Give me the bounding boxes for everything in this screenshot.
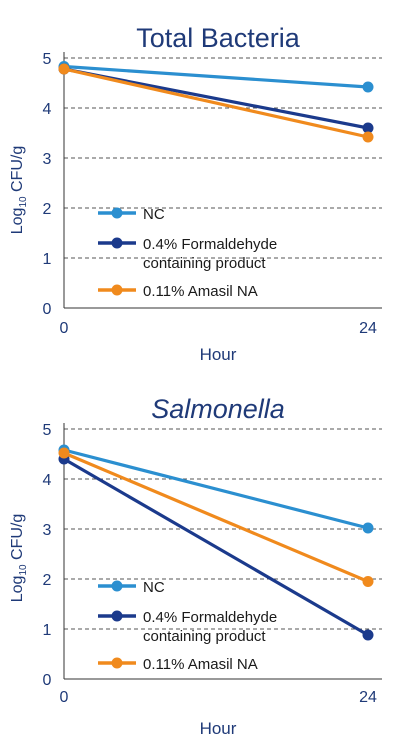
data-point-nc bbox=[362, 81, 374, 93]
legend-marker-nc bbox=[111, 580, 123, 592]
x-tick-label: 24 bbox=[359, 320, 377, 337]
series-line-amasil bbox=[62, 451, 370, 584]
chart-panel-2: Salmonella 0 1 2 3 4 5 0 24 Hour Log10 CFU/g NC 0.4%… bbox=[9, 394, 382, 738]
y-tick-label: 1 bbox=[43, 622, 52, 639]
legend-label-amasil: 0.11% Amasil NA bbox=[143, 283, 258, 300]
series-line-amasil bbox=[62, 67, 370, 139]
legend-marker-nc bbox=[111, 207, 123, 219]
x-tick-label: 0 bbox=[60, 689, 69, 706]
data-point-formaldehyde bbox=[362, 122, 374, 134]
legend-label-nc: NC bbox=[143, 579, 165, 596]
series-line-formaldehyde bbox=[62, 457, 370, 637]
legend-label-formaldehyde: 0.4% Formaldehyde bbox=[143, 236, 277, 253]
y-tick-label: 5 bbox=[43, 422, 52, 439]
y-tick-label: 0 bbox=[43, 672, 52, 689]
legend-label-line2-formaldehyde: containing product bbox=[143, 255, 266, 272]
x-axis-label: Hour bbox=[200, 719, 237, 738]
x-axis-label: Hour bbox=[200, 345, 237, 364]
x-tick-label: 24 bbox=[359, 689, 377, 706]
y-tick-label: 3 bbox=[43, 151, 52, 168]
data-point-formaldehyde bbox=[362, 629, 374, 641]
x-tick-label: 0 bbox=[60, 320, 69, 337]
legend-marker-formaldehyde bbox=[111, 610, 123, 622]
data-point-nc bbox=[362, 522, 374, 534]
y-axis-label: Log10 CFU/g bbox=[9, 146, 29, 235]
y-tick-label: 5 bbox=[43, 51, 52, 68]
legend-label-amasil: 0.11% Amasil NA bbox=[143, 656, 258, 673]
data-point-amasil bbox=[58, 63, 70, 75]
y-tick-label: 4 bbox=[43, 472, 52, 489]
y-tick-label: 3 bbox=[43, 522, 52, 539]
chart-panel-1: Total Bacteria 0 1 2 3 4 5 0 24 Hour Log10 CFU/g NC… bbox=[9, 23, 382, 364]
data-point-amasil bbox=[362, 131, 374, 143]
y-tick-label: 2 bbox=[43, 572, 52, 589]
y-tick-label: 2 bbox=[43, 201, 52, 218]
y-axis-label: Log10 CFU/g bbox=[9, 514, 29, 603]
legend-marker-amasil bbox=[111, 284, 123, 296]
series-line-nc bbox=[62, 64, 370, 89]
legend-label-formaldehyde: 0.4% Formaldehyde bbox=[143, 609, 277, 626]
legend: NC 0.4% Formaldehyde containing product 0.1… bbox=[98, 206, 277, 300]
legend-marker-formaldehyde bbox=[111, 237, 123, 249]
chart-title: Total Bacteria bbox=[136, 23, 301, 53]
data-point-amasil bbox=[58, 447, 70, 459]
y-tick-label: 4 bbox=[43, 101, 52, 118]
legend-label-line2-formaldehyde: containing product bbox=[143, 628, 266, 645]
legend-marker-amasil bbox=[111, 657, 123, 669]
chart-title: Salmonella bbox=[151, 394, 285, 424]
data-point-amasil bbox=[362, 576, 374, 587]
y-tick-label: 0 bbox=[43, 301, 52, 318]
y-tick-label: 1 bbox=[43, 251, 52, 268]
legend-label-nc: NC bbox=[143, 206, 165, 223]
legend: NC 0.4% Formaldehyde containing product 0.1… bbox=[98, 579, 277, 673]
series-line-nc bbox=[62, 448, 370, 530]
